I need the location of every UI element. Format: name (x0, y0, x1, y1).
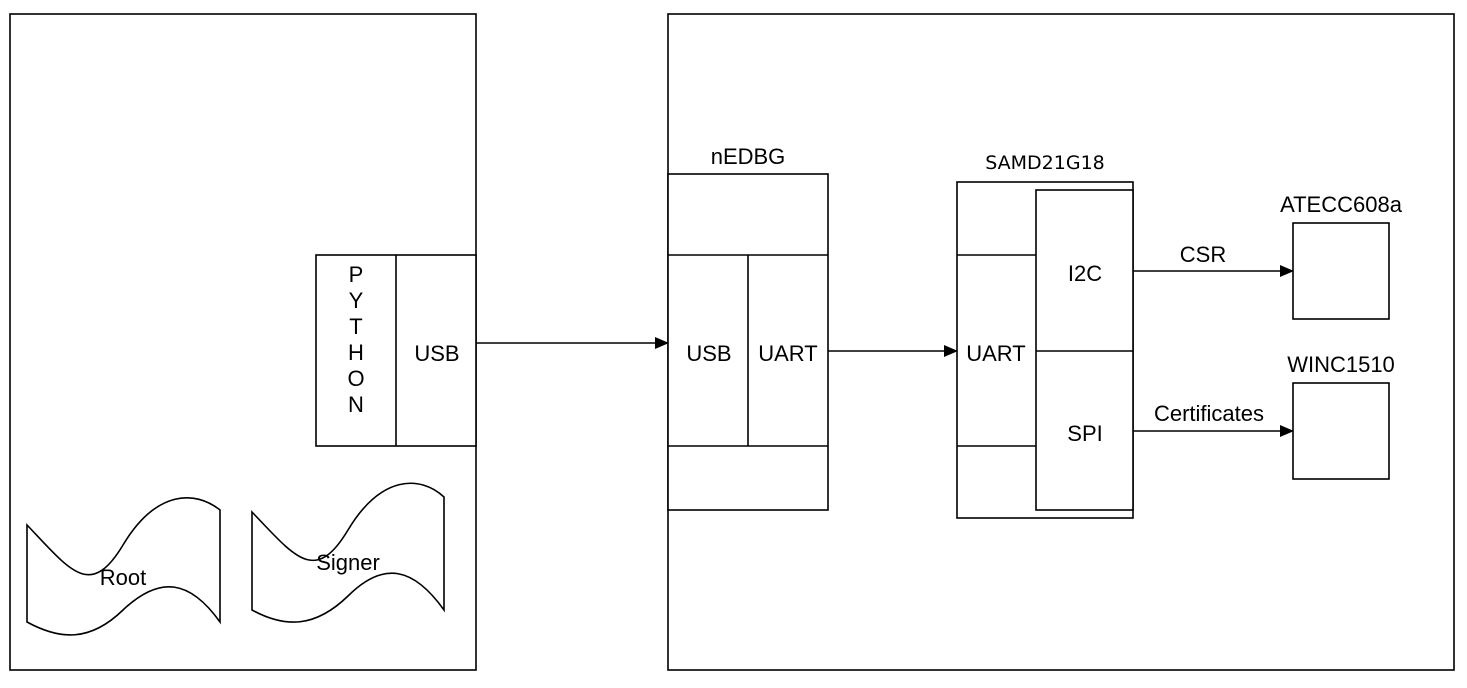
signer-document-shape (251, 482, 445, 623)
root-label: Root (100, 565, 146, 590)
signer-label: Signer (316, 550, 380, 575)
samd-block: SAMD21G18 UART I2C SPI (956, 152, 1134, 519)
atecc-block: ATECC608a (1280, 192, 1403, 320)
samd-i2c-label: I2C (1068, 261, 1102, 286)
winc-chip (1292, 382, 1390, 480)
csr-label: CSR (1180, 242, 1226, 267)
signer-document: Signer (251, 482, 445, 623)
atecc-chip (1292, 222, 1390, 320)
nedbg-title: nEDBG (711, 144, 786, 169)
samd-uart-label: UART (966, 341, 1026, 366)
root-document-shape (26, 497, 221, 636)
winc-title: WINC1510 (1287, 352, 1395, 377)
certificates-label: Certificates (1154, 401, 1264, 426)
samd-peripheral-column (1035, 189, 1134, 511)
samd-spi-label: SPI (1067, 421, 1102, 446)
winc-block: WINC1510 (1287, 352, 1395, 480)
nedbg-block: nEDBG USB UART (667, 144, 829, 511)
nedbg-uart-label: UART (758, 341, 818, 366)
root-document: Root (26, 497, 221, 636)
samd-title: SAMD21G18 (985, 152, 1105, 174)
nedbg-usb-label: USB (686, 341, 731, 366)
atecc-title: ATECC608a (1280, 192, 1403, 217)
host-usb-label: USB (414, 341, 459, 366)
